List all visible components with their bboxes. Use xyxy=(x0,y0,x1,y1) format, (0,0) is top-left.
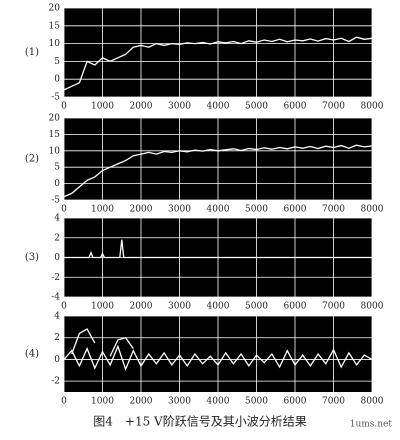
y-tick-label: 4 xyxy=(54,214,60,224)
y-tick-label: -2 xyxy=(51,377,60,387)
caption: 图4 +15 V阶跃信号及其小波分析结果 xyxy=(93,415,306,429)
x-tick-label: 0 xyxy=(61,397,67,407)
y-tick-label: 15 xyxy=(49,130,61,140)
y-tick-label: 5 xyxy=(54,57,60,67)
x-tick-label: 6000 xyxy=(284,102,307,112)
x-tick-label: 7000 xyxy=(322,302,345,312)
x-tick-label: 3000 xyxy=(168,302,191,312)
x-tick-label: 0 xyxy=(61,205,67,215)
x-tick-label: 1000 xyxy=(91,302,114,312)
x-tick-label: 7000 xyxy=(322,397,345,407)
y-tick-label: 2 xyxy=(54,333,60,343)
x-tick-label: 4000 xyxy=(207,397,230,407)
y-tick-label: -5 xyxy=(51,93,60,103)
x-tick-label: 3000 xyxy=(168,205,191,215)
y-tick-label: -5 xyxy=(51,196,60,206)
y-tick-label: 20 xyxy=(49,114,61,124)
x-tick-label: 5000 xyxy=(245,302,268,312)
panel-label: (2) xyxy=(25,154,39,165)
y-tick-label: -2 xyxy=(51,273,60,283)
x-tick-label: 5000 xyxy=(245,205,268,215)
x-tick-label: 2000 xyxy=(130,102,153,112)
panel-label: (1) xyxy=(25,47,39,58)
x-tick-label: 3000 xyxy=(168,397,191,407)
x-tick-label: 8000 xyxy=(361,205,384,215)
x-tick-label: 5000 xyxy=(245,397,268,407)
x-tick-label: 2000 xyxy=(130,302,153,312)
x-tick-label: 5000 xyxy=(245,102,268,112)
x-tick-label: 4000 xyxy=(207,205,230,215)
watermark: 1ums.net xyxy=(350,420,393,430)
x-tick-label: 0 xyxy=(61,102,67,112)
y-tick-label: -4 xyxy=(51,293,60,303)
y-tick-label: 0 xyxy=(54,179,60,189)
x-tick-label: 8000 xyxy=(361,302,384,312)
x-tick-label: 4000 xyxy=(207,302,230,312)
x-tick-label: 6000 xyxy=(284,205,307,215)
panel-label: (3) xyxy=(25,252,39,263)
x-tick-label: 6000 xyxy=(284,397,307,407)
y-tick-label: 0 xyxy=(54,253,60,263)
x-tick-label: 8000 xyxy=(361,102,384,112)
x-tick-label: 7000 xyxy=(322,205,345,215)
y-tick-label: 20 xyxy=(49,4,61,14)
x-tick-label: 6000 xyxy=(284,302,307,312)
signal-line xyxy=(71,328,134,357)
y-tick-label: 5 xyxy=(54,163,60,173)
signal-line xyxy=(63,144,373,198)
x-tick-label: 4000 xyxy=(207,102,230,112)
x-tick-label: 8000 xyxy=(361,397,384,407)
signal-line xyxy=(63,36,373,91)
x-tick-label: 1000 xyxy=(91,205,114,215)
x-tick-label: 1000 xyxy=(91,102,114,112)
y-tick-label: 15 xyxy=(49,21,61,31)
x-tick-label: 3000 xyxy=(168,102,191,112)
signal-line xyxy=(64,239,372,259)
x-tick-label: 0 xyxy=(61,302,67,312)
x-tick-label: 2000 xyxy=(130,205,153,215)
signal-line xyxy=(63,344,373,372)
x-tick-label: 1000 xyxy=(91,397,114,407)
y-tick-label: 0 xyxy=(54,75,60,85)
y-tick-label: 4 xyxy=(54,312,60,322)
x-tick-label: 2000 xyxy=(130,397,153,407)
panel-label: (4) xyxy=(25,349,39,360)
y-tick-label: 0 xyxy=(54,355,60,365)
y-tick-label: 2 xyxy=(54,233,60,243)
x-tick-label: 7000 xyxy=(322,102,345,112)
y-tick-label: 10 xyxy=(49,39,61,49)
y-tick-label: 10 xyxy=(49,146,61,156)
